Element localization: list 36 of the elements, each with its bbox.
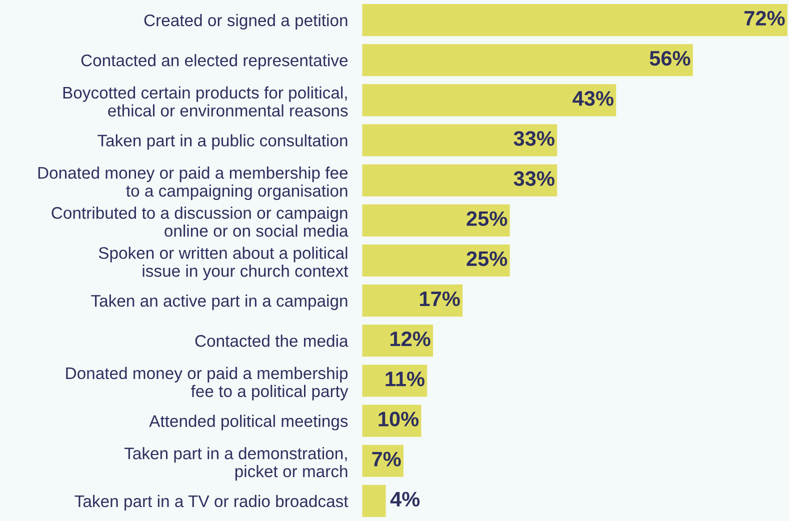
y-tick-label: Attended political meetings: [149, 414, 348, 430]
data-label: 56%: [650, 50, 690, 66]
y-tick-label: Taken part in a TV or radio broadcast: [74, 494, 348, 510]
y-tick-label: Spoken or written about a political issue in your church context: [98, 246, 348, 280]
y-tick-label: Contacted the media: [195, 334, 348, 347]
data-label: 12%: [390, 331, 430, 346]
data-label: 33%: [514, 131, 554, 146]
y-tick-label: Boycotted certain products for political, ethical or environmental reasons: [63, 86, 348, 117]
data-label: 33%: [514, 171, 554, 186]
data-label: 25%: [466, 211, 508, 226]
data-label: 72%: [744, 10, 785, 26]
bar: [362, 84, 616, 116]
bar: [362, 204, 510, 236]
bar: [362, 284, 463, 317]
bar: [362, 4, 788, 36]
data-label: 4%: [390, 492, 420, 507]
data-label: 10%: [378, 412, 419, 426]
y-tick-label: Taken part in a public consultation: [98, 134, 348, 150]
data-label: 17%: [420, 291, 460, 306]
data-label: 43%: [572, 91, 614, 106]
y-tick-label: Donated money or paid a membership fee to a campaigning organisation: [38, 166, 348, 200]
bar: [362, 244, 510, 277]
data-label: 11%: [386, 372, 424, 386]
y-tick-label: Taken part in a demonstration, picket or march: [124, 447, 348, 481]
y-tick-label: Contacted an elected representative: [81, 54, 348, 70]
y-tick-label: Taken an active part in a campaign: [91, 294, 348, 310]
data-label: 25%: [466, 251, 508, 266]
bar: [362, 124, 558, 156]
bar: [362, 484, 386, 517]
bar: [362, 164, 558, 196]
bar: [362, 364, 428, 397]
data-label: 7%: [372, 452, 401, 466]
bar: [362, 44, 693, 76]
y-tick-label: Created or signed a petition: [144, 14, 348, 30]
y-tick-label: Donated money or paid a membership fee to a political party: [66, 366, 348, 400]
y-tick-label: Contributed to a discussion or campaign online or on social media: [52, 206, 348, 237]
